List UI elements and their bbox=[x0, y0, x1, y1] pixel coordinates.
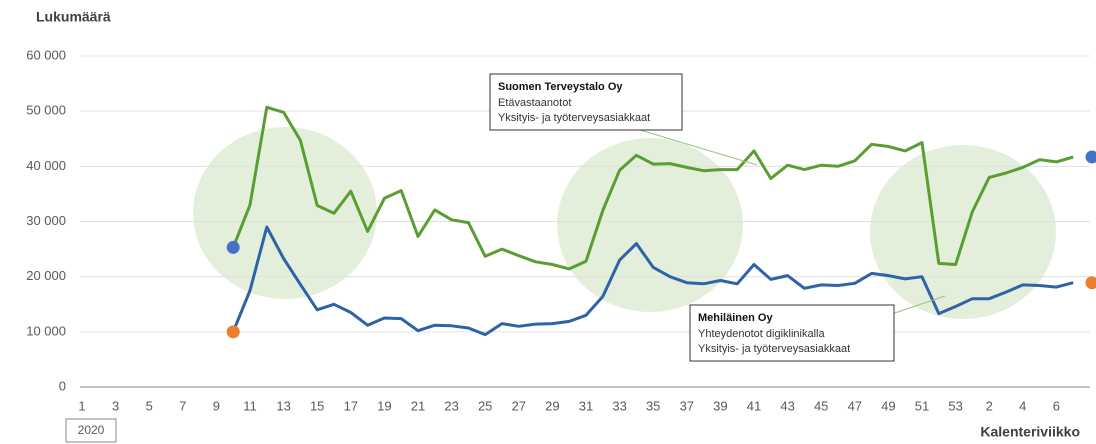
x-tick-label: 39 bbox=[713, 398, 727, 413]
highlight bbox=[557, 138, 743, 312]
x-tick-label: 9 bbox=[213, 398, 220, 413]
x-tick-label: 43 bbox=[780, 398, 794, 413]
start-marker bbox=[226, 325, 240, 339]
y-tick-label: 0 bbox=[59, 378, 66, 393]
annotation-box bbox=[689, 304, 895, 362]
x-tick-label: 53 bbox=[948, 398, 962, 413]
annotation-title: Mehiläinen Oy bbox=[698, 312, 773, 324]
y-tick-label: 60 000 bbox=[26, 47, 66, 62]
x-tick-label: 49 bbox=[881, 398, 895, 413]
x-tick-label: 2 bbox=[986, 398, 993, 413]
leader-line bbox=[639, 129, 758, 166]
x-tick-label: 1 bbox=[78, 398, 85, 413]
annotation-text: Yhteydenotot digiklinikalla bbox=[698, 328, 825, 340]
annotation-text: Yksityis- ja työterveysasiakkaat bbox=[698, 343, 850, 355]
x-tick-label: 23 bbox=[444, 398, 458, 413]
annotation-title: Suomen Terveystalo Oy bbox=[498, 81, 623, 93]
x-tick-label: 25 bbox=[478, 398, 492, 413]
x-tick-label: 41 bbox=[747, 398, 761, 413]
x-tick-label: 21 bbox=[411, 398, 425, 413]
x-tick-label: 19 bbox=[377, 398, 391, 413]
end-marker bbox=[1085, 150, 1096, 164]
end-marker bbox=[1085, 276, 1096, 290]
x-tick-label: 6 bbox=[1053, 398, 1060, 413]
x-tick-label: 17 bbox=[344, 398, 358, 413]
start-marker bbox=[226, 240, 240, 254]
series-line bbox=[231, 105, 1074, 271]
x-tick-label: 45 bbox=[814, 398, 828, 413]
x-tick-label: 11 bbox=[243, 398, 257, 413]
x-tick-label: 4 bbox=[1019, 398, 1026, 413]
x-tick-label: 47 bbox=[848, 398, 862, 413]
highlight bbox=[193, 127, 377, 299]
x-tick-label: 51 bbox=[915, 398, 929, 413]
x-tick-label: 29 bbox=[545, 398, 559, 413]
x-tick-label: 3 bbox=[112, 398, 119, 413]
y-tick-label: 30 000 bbox=[26, 213, 66, 228]
series-line bbox=[231, 225, 1074, 337]
year-box bbox=[65, 418, 117, 443]
annotation-text: Yksityis- ja työterveysasiakkaat bbox=[498, 112, 650, 124]
x-tick-label: 27 bbox=[512, 398, 526, 413]
y-tick-label: 20 000 bbox=[26, 268, 66, 283]
y-tick-label: 10 000 bbox=[26, 323, 66, 338]
x-tick-label: 7 bbox=[179, 398, 186, 413]
x-tick-label: 15 bbox=[310, 398, 324, 413]
x-tick-label: 35 bbox=[646, 398, 660, 413]
y-axis-title: Lukumäärä bbox=[36, 9, 111, 25]
year-label: 2020 bbox=[78, 423, 105, 437]
highlight bbox=[870, 145, 1056, 319]
x-tick-label: 33 bbox=[612, 398, 626, 413]
x-tick-label: 37 bbox=[680, 398, 694, 413]
annotation-box bbox=[489, 73, 683, 131]
y-tick-label: 50 000 bbox=[26, 103, 66, 118]
annotation-text: Etävastaanotot bbox=[498, 97, 571, 109]
x-tick-label: 13 bbox=[276, 398, 290, 413]
x-axis-title: Kalenteriviikko bbox=[980, 424, 1080, 440]
x-tick-label: 31 bbox=[579, 398, 593, 413]
y-tick-label: 40 000 bbox=[26, 158, 66, 173]
x-tick-label: 5 bbox=[146, 398, 153, 413]
